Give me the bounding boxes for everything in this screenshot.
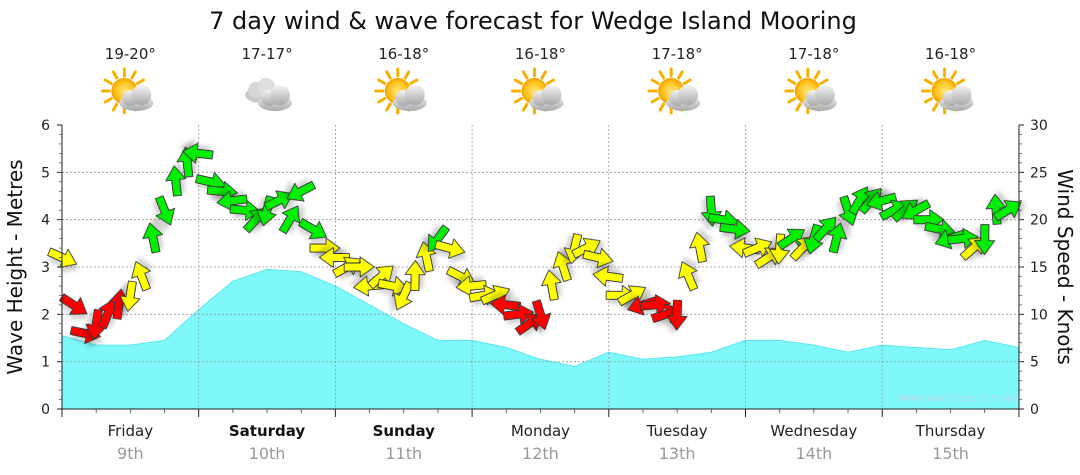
day-date-label: 11th bbox=[385, 444, 422, 463]
day-date-label: 10th bbox=[249, 444, 286, 463]
cloudy-icon bbox=[245, 78, 293, 111]
wind-arrow bbox=[666, 299, 688, 331]
wind-arrow bbox=[530, 299, 551, 331]
wind-arrow bbox=[278, 205, 300, 235]
day-labels: Friday 9th Saturday 10th Sunday 11th Monday 12t… bbox=[108, 422, 986, 463]
temperature-label: 17-17° bbox=[242, 45, 293, 63]
y-axis-left-label: Wave Height - Metres bbox=[3, 159, 27, 374]
y-left-tick-label: 3 bbox=[41, 260, 50, 276]
wind-arrow bbox=[992, 200, 1022, 222]
wind-arrow bbox=[393, 280, 414, 311]
wind-arrow bbox=[367, 265, 394, 290]
y-right-tick-label: 30 bbox=[1030, 118, 1048, 134]
wind-arrow bbox=[318, 247, 350, 268]
day-date-label: 14th bbox=[795, 444, 832, 463]
wind-arrow bbox=[812, 216, 837, 243]
day-name-label: Friday bbox=[108, 422, 154, 440]
wind-arrow bbox=[434, 238, 466, 259]
day-date-label: 15th bbox=[932, 444, 969, 463]
y-left-tick-label: 2 bbox=[41, 307, 50, 323]
wind-arrow bbox=[404, 260, 426, 292]
day-name-label: Thursday bbox=[915, 422, 986, 440]
day-name-label: Sunday bbox=[373, 422, 436, 440]
wind-arrow bbox=[119, 280, 141, 312]
wind-arrow bbox=[131, 261, 151, 292]
y-left-tick-label: 6 bbox=[41, 118, 50, 134]
day-name-label: Tuesday bbox=[646, 422, 708, 440]
wind-arrow bbox=[552, 251, 573, 283]
wind-arrow bbox=[719, 218, 751, 240]
wind-arrow bbox=[974, 224, 996, 256]
weather-row: 19-20° 17-17° 16-18° 16-18° 17-18° 17-18° 16-1… bbox=[100, 45, 976, 115]
partly-cloudy-icon bbox=[100, 67, 154, 115]
temperature-label: 16-18° bbox=[925, 45, 976, 63]
day-date-label: 9th bbox=[117, 444, 144, 463]
wind-arrow bbox=[229, 199, 261, 221]
temperature-label: 19-20° bbox=[105, 45, 156, 63]
wind-arrow bbox=[689, 231, 710, 264]
watermark: www.seabreeze.com.au bbox=[898, 393, 1016, 404]
wind-arrow bbox=[541, 269, 562, 301]
day-name-label: Monday bbox=[511, 422, 570, 440]
partly-cloudy-icon bbox=[374, 67, 427, 115]
temperature-label: 17-18° bbox=[788, 45, 839, 63]
wind-arrow bbox=[155, 195, 175, 226]
y-right-tick-label: 20 bbox=[1030, 213, 1048, 229]
wind-arrow bbox=[866, 191, 898, 212]
chart-title: 7 day wind & wave forecast for Wedge Isl… bbox=[209, 7, 857, 35]
axes: 0 1 2 3 4 5 6 0 5 10 15 20 25 30 bbox=[41, 118, 1048, 418]
wind-arrow bbox=[826, 222, 848, 254]
y-right-tick-label: 25 bbox=[1030, 165, 1048, 181]
partly-cloudy-icon bbox=[784, 67, 837, 115]
y-axis-right-label: Wind Speed - Knots bbox=[1053, 169, 1077, 365]
wave-height-area bbox=[62, 268, 1019, 409]
partly-cloudy-icon bbox=[921, 67, 974, 115]
y-left-tick-label: 1 bbox=[41, 355, 50, 371]
wind-arrow bbox=[343, 256, 375, 278]
wind-arrow bbox=[298, 218, 327, 240]
wind-arrow bbox=[639, 294, 671, 316]
temperature-label: 16-18° bbox=[515, 45, 566, 63]
temperature-label: 16-18° bbox=[378, 45, 429, 63]
wind-speed-series bbox=[47, 142, 1022, 344]
day-date-label: 13th bbox=[659, 444, 696, 463]
wave-height-series bbox=[62, 268, 1019, 409]
y-left-tick-label: 4 bbox=[41, 213, 50, 229]
day-name-label: Wednesday bbox=[770, 422, 857, 440]
partly-cloudy-icon bbox=[510, 67, 564, 115]
y-left-tick-label: 5 bbox=[41, 165, 50, 181]
wind-arrow bbox=[182, 142, 214, 164]
wind-arrow bbox=[592, 265, 624, 287]
y-right-tick-label: 10 bbox=[1030, 307, 1048, 323]
wind-arrow bbox=[263, 190, 294, 211]
temperature-label: 17-18° bbox=[652, 45, 703, 63]
y-right-tick-label: 15 bbox=[1030, 260, 1048, 276]
wind-arrow bbox=[286, 180, 316, 202]
wind-arrow bbox=[769, 233, 790, 265]
wind-arrow bbox=[776, 228, 805, 251]
wind-arrow bbox=[678, 261, 699, 292]
wind-arrow bbox=[142, 222, 163, 254]
y-right-tick-label: 0 bbox=[1030, 402, 1039, 418]
wind-arrow bbox=[489, 294, 522, 316]
partly-cloudy-icon bbox=[647, 67, 701, 115]
wind-arrow bbox=[165, 165, 187, 197]
y-left-tick-label: 0 bbox=[41, 402, 50, 418]
grid bbox=[62, 125, 1019, 409]
day-name-label: Saturday bbox=[229, 422, 306, 440]
day-date-label: 12th bbox=[522, 444, 559, 463]
wind-arrow bbox=[582, 247, 614, 269]
wind-arrow bbox=[985, 193, 1007, 225]
wind-arrow bbox=[455, 275, 487, 297]
y-right-tick-label: 5 bbox=[1030, 355, 1039, 371]
